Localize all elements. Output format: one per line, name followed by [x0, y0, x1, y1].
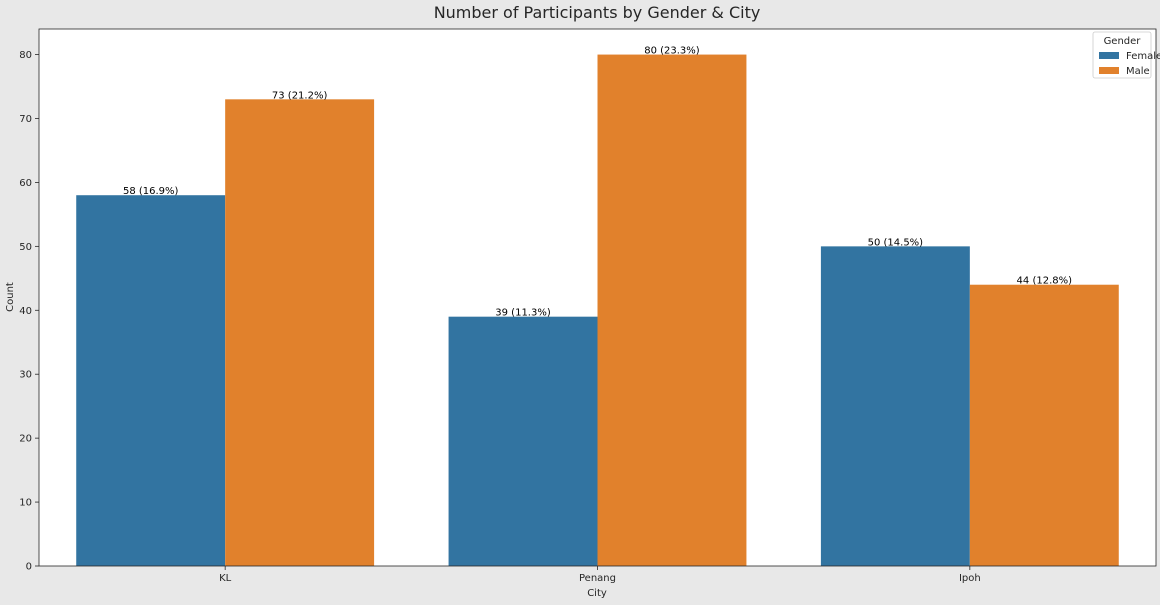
y-tick-label-60: 60 [19, 178, 32, 189]
y-tick-label-10: 10 [19, 498, 32, 509]
bar-female-ipoh [820, 246, 970, 566]
y-tick-label-0: 0 [26, 562, 32, 573]
data-label-female-kl: 58 (16.9%) [123, 186, 179, 197]
data-label-female-penang: 39 (11.3%) [495, 308, 551, 319]
chart-title: Number of Participants by Gender & City [434, 3, 761, 22]
bar-female-kl [76, 195, 226, 566]
x-tick-label-ipoh: Ipoh [959, 573, 981, 584]
y-tick-label-70: 70 [19, 114, 32, 125]
y-tick-label-30: 30 [19, 370, 32, 381]
plot-frame [38, 28, 1157, 567]
y-tick-label-20: 20 [19, 434, 32, 445]
data-label-female-ipoh: 50 (14.5%) [868, 237, 924, 248]
legend-swatch-male [1099, 67, 1119, 74]
x-tick-label-kl: KL [219, 573, 232, 584]
x-tick-label-penang: Penang [579, 573, 616, 584]
y-tick-label-80: 80 [19, 50, 32, 61]
legend-box [1092, 31, 1152, 79]
y-axis-label: Count [5, 282, 16, 312]
legend-entry-male: Male [1126, 66, 1150, 77]
data-label-male-ipoh: 44 (12.8%) [1017, 276, 1073, 287]
bars-layer [76, 54, 1119, 567]
legend-title: Gender [1104, 36, 1142, 47]
data-labels-layer: 58 (16.9%) 73 (21.2%) 39 (11.3%) 80 (23.3%)… [123, 46, 1072, 319]
bar-male-ipoh [969, 284, 1119, 566]
x-axis-label: City [587, 588, 607, 599]
legend: Gender Female Male [1092, 31, 1160, 79]
legend-entry-female: Female [1126, 51, 1160, 62]
bar-male-kl [225, 99, 375, 567]
data-label-male-kl: 73 (21.2%) [272, 90, 328, 101]
bar-male-penang [597, 54, 747, 566]
data-label-male-penang: 80 (23.3%) [644, 46, 700, 57]
y-tick-label-50: 50 [19, 242, 32, 253]
bar-female-penang [448, 316, 598, 566]
axes-layer: KL Penang Ipoh 0 10 20 30 40 50 60 70 80 [19, 28, 1157, 584]
legend-swatch-female [1099, 52, 1119, 59]
y-tick-label-40: 40 [19, 306, 32, 317]
